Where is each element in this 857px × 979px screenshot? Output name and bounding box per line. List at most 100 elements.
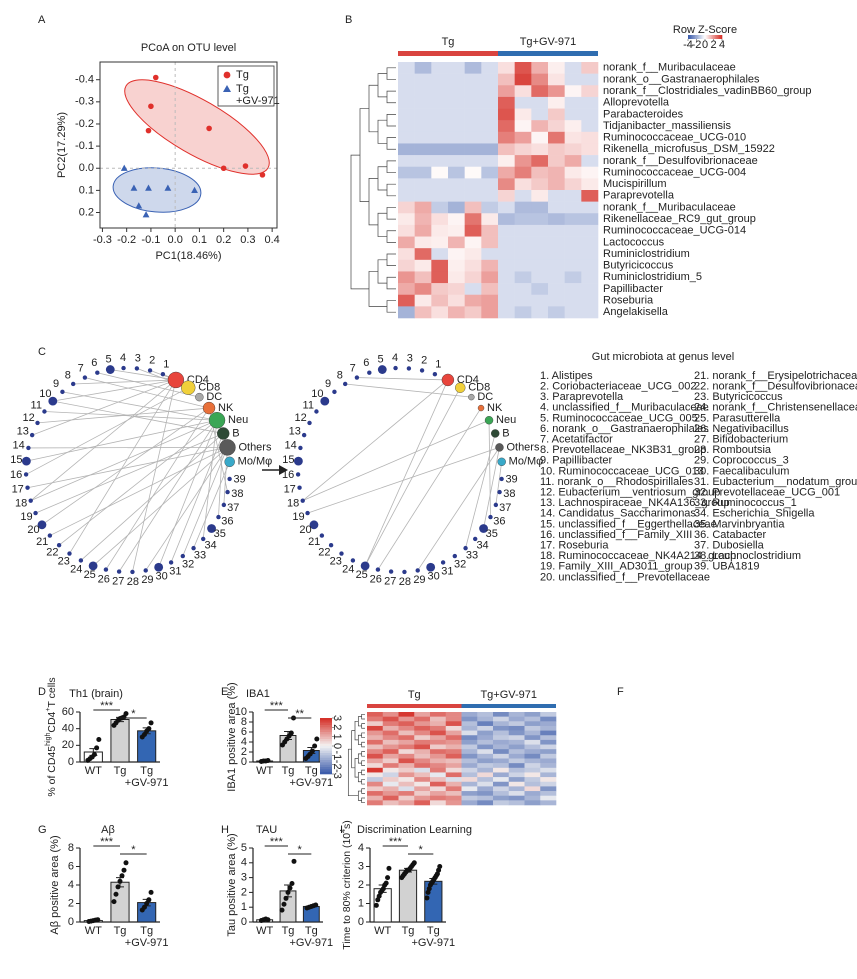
- data-point: [385, 875, 391, 881]
- heatmap-cell: [477, 730, 494, 736]
- heatmap-cell: [531, 96, 549, 109]
- heatmap-cell: [445, 791, 462, 796]
- genus-node: [360, 561, 370, 571]
- heatmap-cell: [414, 178, 432, 191]
- genus-node: [33, 510, 38, 516]
- heatmap-cell: [514, 236, 532, 249]
- legend-entry: 5. Ruminococcaceae_UCG_005: [540, 412, 698, 424]
- cell-node: [484, 416, 494, 425]
- colorbar-step: [320, 734, 332, 737]
- legend-entry: 15. unclassified_f__Eggerthellaceae: [540, 518, 717, 530]
- genus-node: [479, 524, 488, 533]
- heatmap-cell: [524, 772, 541, 778]
- heatmap-cell: [367, 786, 384, 792]
- x-tick-label: WT: [85, 925, 102, 937]
- heatmap-cell: [464, 248, 482, 261]
- y-tick-label: 3: [358, 860, 364, 872]
- heatmap-cell: [398, 753, 415, 759]
- colorbar-step: [320, 729, 332, 733]
- cell-node-label: Mo/Mφ: [238, 456, 273, 468]
- genus-node: [95, 370, 100, 375]
- heatmap-cell: [540, 744, 557, 750]
- heatmap-cell: [382, 753, 399, 759]
- y-tick-label: 10: [235, 706, 247, 718]
- dendrogram-branch: [361, 751, 365, 757]
- point: [145, 127, 152, 134]
- heatmap-cell: [414, 725, 431, 731]
- genus-node: [298, 445, 303, 451]
- heatmap-cell: [461, 763, 478, 769]
- heatmap-cell: [493, 735, 510, 741]
- dendrogram-branch: [361, 741, 365, 748]
- heatmap-cell: [514, 178, 532, 191]
- heatmap-cell: [514, 166, 532, 179]
- heatmap-cell: [382, 795, 399, 801]
- colorbar-step: [320, 732, 332, 735]
- heatmap-cell: [445, 772, 462, 778]
- heatmap-cell: [564, 178, 582, 191]
- genus-node: [35, 420, 40, 426]
- heatmap-cell: [498, 85, 515, 98]
- heatmap-cell: [564, 131, 582, 144]
- network-link: [52, 400, 224, 434]
- y-axis-label-part: high: [45, 733, 52, 746]
- heatmap-cell: [448, 306, 465, 319]
- heatmap-cell: [540, 712, 557, 717]
- heatmap-cell: [524, 744, 541, 750]
- legend-entry: 21. norank_f__Erysipelotrichaceae: [694, 370, 857, 382]
- heatmap-cell: [367, 791, 384, 796]
- genus-node: [300, 498, 305, 503]
- genus-node-label: 39: [233, 474, 245, 486]
- heatmap-cell: [481, 166, 499, 179]
- network-link: [25, 387, 189, 475]
- colorbar-step: [320, 741, 332, 744]
- heatmap-cell: [382, 716, 399, 722]
- confidence-ellipse: [112, 167, 202, 213]
- heatmap-cell: [531, 166, 549, 179]
- data-point: [121, 867, 127, 873]
- genus-node-label: 32: [454, 558, 466, 570]
- data-point: [265, 758, 271, 763]
- heatmap-cell: [382, 786, 399, 792]
- heatmap-cell: [367, 800, 384, 806]
- genus-node-label: 3: [135, 352, 141, 364]
- heatmap-cell: [431, 85, 449, 98]
- network-link: [223, 447, 228, 505]
- heatmap-cell: [398, 190, 415, 202]
- data-point: [117, 878, 123, 884]
- heatmap-cell: [477, 767, 494, 773]
- point: [191, 186, 198, 193]
- heatmap-cell: [431, 62, 449, 74]
- heatmap-cell: [531, 73, 549, 86]
- heatmap-cell: [414, 73, 432, 86]
- network-link: [345, 383, 472, 398]
- heatmap-cell: [514, 294, 532, 307]
- network-link: [302, 419, 490, 502]
- genus-node-label: 29: [141, 574, 153, 586]
- heatmap-cell: [431, 190, 449, 202]
- row-label: Mucispirillum: [603, 178, 667, 190]
- heatmap-cell: [367, 772, 384, 778]
- genus-node-label: 30: [428, 571, 440, 583]
- heatmap-cell: [508, 749, 525, 755]
- genus-node-label: 25: [356, 569, 368, 581]
- heatmap-cell: [531, 259, 549, 272]
- heatmap-cell: [540, 739, 557, 745]
- heatmap-cell: [464, 294, 482, 307]
- heatmap-cell: [430, 772, 447, 778]
- heatmap-cell: [367, 739, 384, 745]
- heatmap-cell: [498, 73, 515, 86]
- heatmap-cell: [581, 190, 599, 202]
- heatmap-cell: [448, 190, 465, 202]
- heatmap-cell: [414, 108, 432, 121]
- heatmap-cell: [581, 248, 599, 261]
- heatmap-cell: [514, 108, 532, 121]
- heatmap-cell: [367, 749, 384, 755]
- x-tick-label: Tg +GV-971: [289, 765, 333, 789]
- genus-node-label: 36: [221, 516, 233, 528]
- heatmap-cell: [514, 306, 532, 319]
- genus-node: [28, 498, 33, 503]
- heatmap-cell: [431, 283, 449, 296]
- genus-node: [60, 389, 65, 395]
- heatmap-cell: [524, 800, 541, 806]
